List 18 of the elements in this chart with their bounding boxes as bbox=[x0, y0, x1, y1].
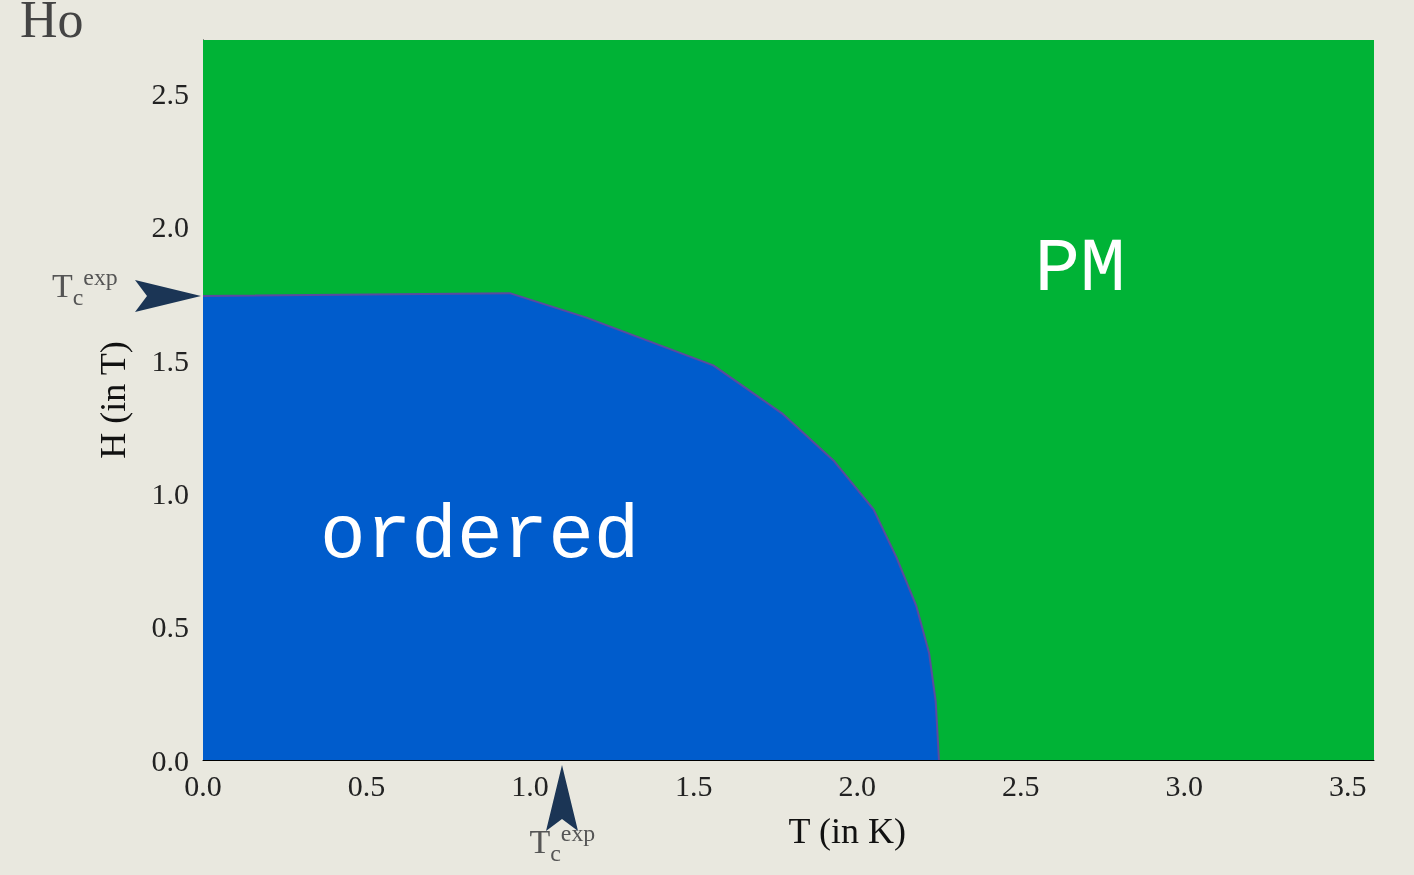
annotation: ordered bbox=[320, 493, 640, 580]
y-tick-label: 2.0 bbox=[151, 210, 189, 244]
x-tick-label: 3.0 bbox=[1165, 768, 1204, 802]
y-tick-label: 2.5 bbox=[151, 76, 189, 110]
y-tick-label: 1.5 bbox=[151, 343, 189, 377]
y-tick-label: 1.0 bbox=[151, 476, 189, 510]
x-tick-label: 2.5 bbox=[1001, 768, 1040, 802]
annotation: PM bbox=[1034, 227, 1126, 314]
y-axis-title: H (in T) bbox=[92, 341, 133, 459]
x-tick-label: 0.5 bbox=[347, 768, 386, 802]
y-tick-label: 0.5 bbox=[151, 610, 189, 644]
x-tick-label: 3.5 bbox=[1329, 768, 1367, 802]
chart-title: Ho bbox=[20, 0, 84, 48]
x-tick-label: 2.0 bbox=[838, 768, 876, 802]
x-tick-label: 1.5 bbox=[674, 768, 713, 802]
x-axis-title: T (in K) bbox=[788, 811, 906, 851]
y-tick-label: 0.0 bbox=[151, 743, 189, 777]
x-tick-label: 1.0 bbox=[511, 768, 549, 802]
